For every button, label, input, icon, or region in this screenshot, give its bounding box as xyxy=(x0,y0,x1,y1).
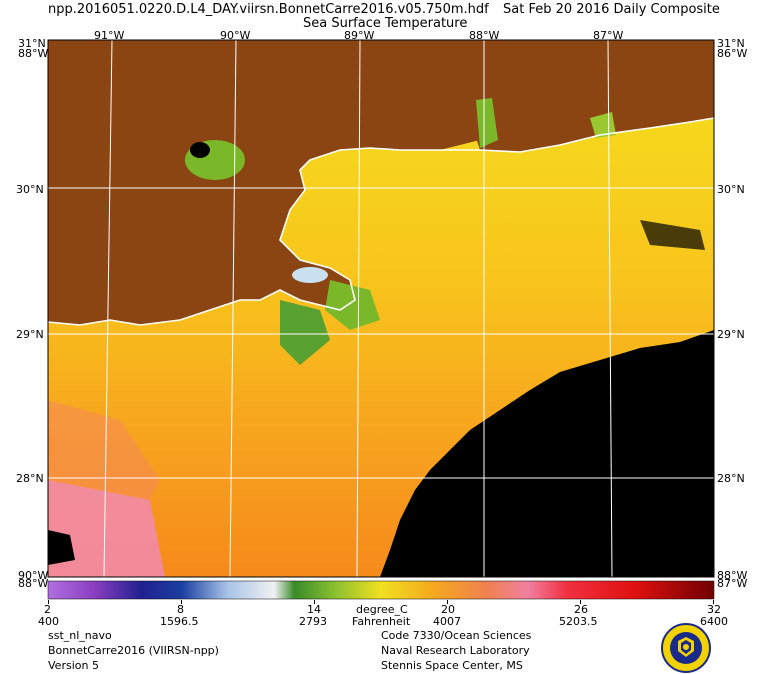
footer-product-code: sst_nl_navo xyxy=(48,629,112,642)
celsius-tick-label: 8 xyxy=(177,603,184,616)
footer-lab: Naval Research Laboratory xyxy=(381,644,530,657)
lat-label: 29°N xyxy=(16,328,44,341)
unit-fahrenheit-label: Fahrenheit xyxy=(352,615,411,628)
corner-label: 31°N xyxy=(717,37,745,50)
graticule xyxy=(48,39,714,578)
warm-water-patch xyxy=(48,480,165,577)
corner-label: 88°W xyxy=(18,577,49,590)
product-title: Sea Surface Temperature xyxy=(303,16,468,31)
lon-label: 89°W xyxy=(344,29,375,42)
nrl-seal-logo xyxy=(661,623,711,673)
lat-label: 28°N xyxy=(16,472,44,485)
footer-version: Version 5 xyxy=(48,659,99,672)
footer-location: Stennis Space Center, MS xyxy=(381,659,523,672)
footer-dataset: BonnetCarre2016 (VIIRSN-npp) xyxy=(48,644,219,657)
lon-label: 87°W xyxy=(593,29,624,42)
fahrenheit-tick-label: 6400 xyxy=(700,615,728,628)
lat-label: 29°N xyxy=(717,328,745,341)
colorbar-tick xyxy=(48,600,49,604)
fahrenheit-tick-label: 400 xyxy=(38,615,59,628)
lon-label: 88°W xyxy=(469,29,500,42)
land-mass xyxy=(48,40,714,325)
fahrenheit-tick-label: 2793 xyxy=(299,615,327,628)
celsius-tick-label: 20 xyxy=(441,603,455,616)
lon-label: 90°W xyxy=(220,29,251,42)
coastline xyxy=(47,117,715,326)
colorbar-tick xyxy=(314,600,315,604)
fahrenheit-tick-label: 5203.5 xyxy=(559,615,598,628)
lat-label: 28°N xyxy=(717,472,745,485)
filename-title: npp.2016051.0220.D.L4_DAY.viirsn.BonnetC… xyxy=(48,2,489,17)
colorbar-gradient xyxy=(47,580,715,600)
colorbar-tick xyxy=(580,600,581,604)
corner-label: 88°W xyxy=(18,47,49,60)
celsius-tick-label: 32 xyxy=(707,603,721,616)
celsius-tick-label: 2 xyxy=(44,603,51,616)
unit-celsius-label: degree_C xyxy=(356,603,408,616)
footer-code: Code 7330/Ocean Sciences xyxy=(381,629,532,642)
corner-label: 31°N xyxy=(18,37,46,50)
lon-label: 91°W xyxy=(94,29,125,42)
colorbar-tick xyxy=(447,600,448,604)
corner-label: 90°W xyxy=(18,569,49,582)
mobile-bay xyxy=(476,98,498,148)
lat-label: 30°N xyxy=(16,183,44,196)
delta-plume xyxy=(280,300,330,365)
celsius-tick-label: 26 xyxy=(574,603,588,616)
lat-label: 30°N xyxy=(717,183,745,196)
fahrenheit-tick-label: 4007 xyxy=(433,615,461,628)
corner-label: 88°W xyxy=(717,569,748,582)
fahrenheit-tick-label: 1596.5 xyxy=(160,615,199,628)
nodata-region xyxy=(380,330,714,577)
colorbar-tick xyxy=(181,600,182,604)
colorbar-tick xyxy=(713,600,714,604)
corner-label: 86°W xyxy=(717,47,748,60)
celsius-tick-label: 14 xyxy=(307,603,321,616)
corner-label: 87°W xyxy=(717,577,748,590)
date-composite-title: Sat Feb 20 2016 Daily Composite xyxy=(503,2,720,17)
